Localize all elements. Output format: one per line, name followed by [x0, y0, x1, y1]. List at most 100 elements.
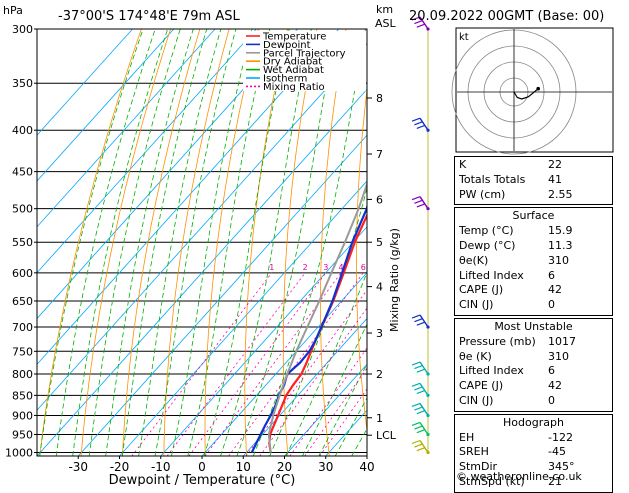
temperature-tick-label: 20 — [277, 460, 292, 474]
credit-text: © weatheronline.co.uk — [456, 470, 582, 483]
pressure-tick-label: 750 — [12, 345, 33, 358]
asl-label: ASL — [375, 17, 396, 30]
mixing-ratio-label: 2 — [303, 263, 308, 272]
temperature-tick-label: -30 — [68, 460, 88, 474]
wind-barb-dot — [426, 394, 429, 397]
location-label: -37°00'S 174°48'E 79m ASL — [58, 9, 240, 24]
altitude-tick-label: 4 — [376, 281, 383, 294]
surface-row: CAPE (J)42 — [455, 283, 612, 298]
wind-barb — [420, 362, 428, 374]
pressure-tick-label: 650 — [12, 295, 33, 308]
mixing-ratio-label: 1 — [269, 263, 274, 272]
altitude-tick-label: 2 — [376, 368, 383, 381]
altitude-tick-label: 7 — [376, 148, 383, 161]
hodograph-kt-label: kt — [459, 32, 469, 43]
pressure-tick-label: 400 — [12, 124, 33, 137]
mixing-ratio-label: 25 — [444, 263, 454, 272]
pressure-tick-label: 500 — [12, 203, 33, 216]
pressure-tick-label: 950 — [12, 428, 33, 441]
temperature-tick-label: 30 — [318, 460, 333, 474]
wind-barbs — [412, 17, 430, 454]
wind-barb-dot — [426, 433, 429, 436]
wind-barb-flag — [414, 122, 422, 125]
wind-barb-flag — [417, 448, 425, 451]
wind-barb-flag — [412, 118, 420, 121]
pressure-tick-label: 700 — [12, 321, 33, 334]
hpa-label: hPa — [3, 4, 23, 17]
wind-barb — [420, 197, 428, 209]
wind-barb-flag — [414, 319, 422, 322]
temperature-tick-label: 10 — [236, 460, 251, 474]
mixing-ratio-label: 3 — [323, 263, 328, 272]
wind-barb-dot — [426, 372, 429, 375]
wind-barb-flag — [417, 24, 425, 27]
hodo-row: SREH-45 — [455, 445, 612, 460]
wind-barb-flag — [412, 440, 420, 443]
mixing-ratio-label: 16 — [416, 263, 426, 272]
unstable-row: CIN (J)0 — [455, 394, 612, 409]
pressure-tick-label: 550 — [12, 236, 33, 249]
mixing-ratio-line — [246, 273, 380, 456]
temperature-tick-label: 40 — [359, 460, 374, 474]
dry-adiabat — [425, 29, 453, 456]
wind-barb-flag — [412, 403, 420, 406]
wind-barb-dot — [426, 27, 429, 30]
pressure-tick-label: 450 — [12, 166, 33, 179]
pressure-tick-label: 850 — [12, 389, 33, 402]
temperature-tick-label: -20 — [110, 460, 130, 474]
mixing-ratio-label: 6 — [361, 263, 366, 272]
pressure-tick-label: 600 — [12, 267, 33, 280]
wind-barb-dot — [426, 451, 429, 454]
altitude-tick-label: 8 — [376, 92, 383, 105]
wind-barb-flag — [414, 387, 422, 390]
index-row-pw: PW (cm)2.55 — [455, 188, 612, 203]
pressure-tick-label: 300 — [12, 23, 33, 36]
wind-barb — [420, 118, 428, 130]
unstable-row: Pressure (mb)1017 — [455, 335, 612, 350]
mixing-ratio-line — [229, 273, 364, 456]
wind-barb — [420, 440, 428, 452]
altitude-tick-label: 5 — [376, 236, 383, 249]
wind-barb — [420, 403, 428, 415]
wind-barb-flag — [417, 411, 425, 414]
mixing-ratio-axis-label: Mixing Ratio (g/kg) — [388, 228, 401, 332]
x-axis-label: Dewpoint / Temperature (°C) — [109, 473, 296, 486]
altitude-tick-label: 3 — [376, 327, 383, 340]
surface-box: Surface Temp (°C)15.9 Dewp (°C)11.3 θe(K… — [454, 207, 613, 316]
temperature-tick-label: 0 — [198, 460, 206, 474]
wind-barb — [420, 383, 428, 395]
km-label: km — [376, 3, 393, 16]
legend-label: Mixing Ratio — [263, 82, 325, 93]
wind-barb-flag — [412, 422, 420, 425]
wind-barb-flag — [412, 383, 420, 386]
hodograph-storm-marker — [536, 87, 540, 91]
wind-barb-flag — [417, 430, 425, 433]
wind-barb-flag — [417, 125, 425, 128]
wind-barb-flag — [417, 322, 425, 325]
wind-barb-flag — [414, 444, 422, 447]
mixing-ratio-label: 8 — [377, 263, 382, 272]
unstable-row: CAPE (J)42 — [455, 379, 612, 394]
wind-barb-dot — [426, 325, 429, 328]
most-unstable-title: Most Unstable — [455, 320, 612, 335]
surface-title: Surface — [455, 209, 612, 224]
wind-barb-flag — [414, 366, 422, 369]
surface-row: θe(K)310 — [455, 254, 612, 269]
surface-row: Temp (°C)15.9 — [455, 224, 612, 239]
altitude-tick-label: 6 — [376, 193, 383, 206]
wind-barb-flag — [414, 407, 422, 410]
altitude-tick-label: LCL — [376, 429, 397, 442]
most-unstable-box: Most Unstable Pressure (mb)1017 θe (K)31… — [454, 318, 613, 412]
wind-barb-flag — [412, 197, 420, 200]
hodo-row: EH-122 — [455, 431, 612, 446]
unstable-row: θe (K)310 — [455, 350, 612, 365]
wind-barb-dot — [426, 129, 429, 132]
wind-barb-flag — [414, 200, 422, 203]
